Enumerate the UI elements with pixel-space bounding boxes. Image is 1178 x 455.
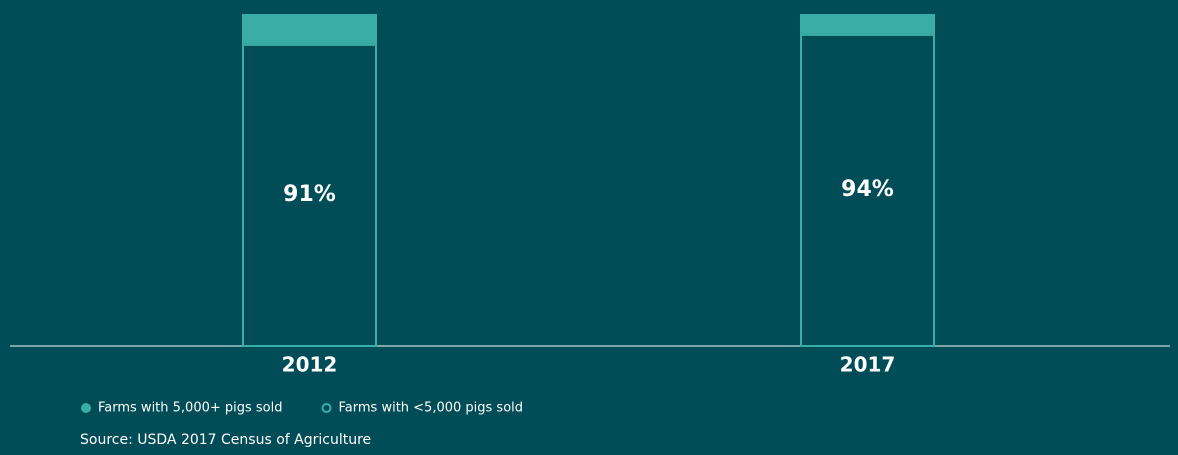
bar-segment [242, 14, 377, 44]
legend-marker [81, 403, 91, 413]
source: Source: USDA 2017 Census of Agriculture [80, 432, 371, 448]
bar-segment [800, 33, 935, 347]
bar-segment [800, 14, 935, 34]
data-label: 91% [283, 182, 336, 207]
x-tick-label: 2017 [840, 353, 896, 377]
bar-segment [242, 43, 377, 347]
legend-label: Farms with <5,000 pigs sold [339, 401, 524, 416]
legend-marker [321, 403, 332, 413]
data-label: 94% [841, 177, 894, 202]
legend-label: Farms with 5,000+ pigs sold [98, 401, 283, 416]
x-tick-label: 2012 [282, 353, 338, 377]
